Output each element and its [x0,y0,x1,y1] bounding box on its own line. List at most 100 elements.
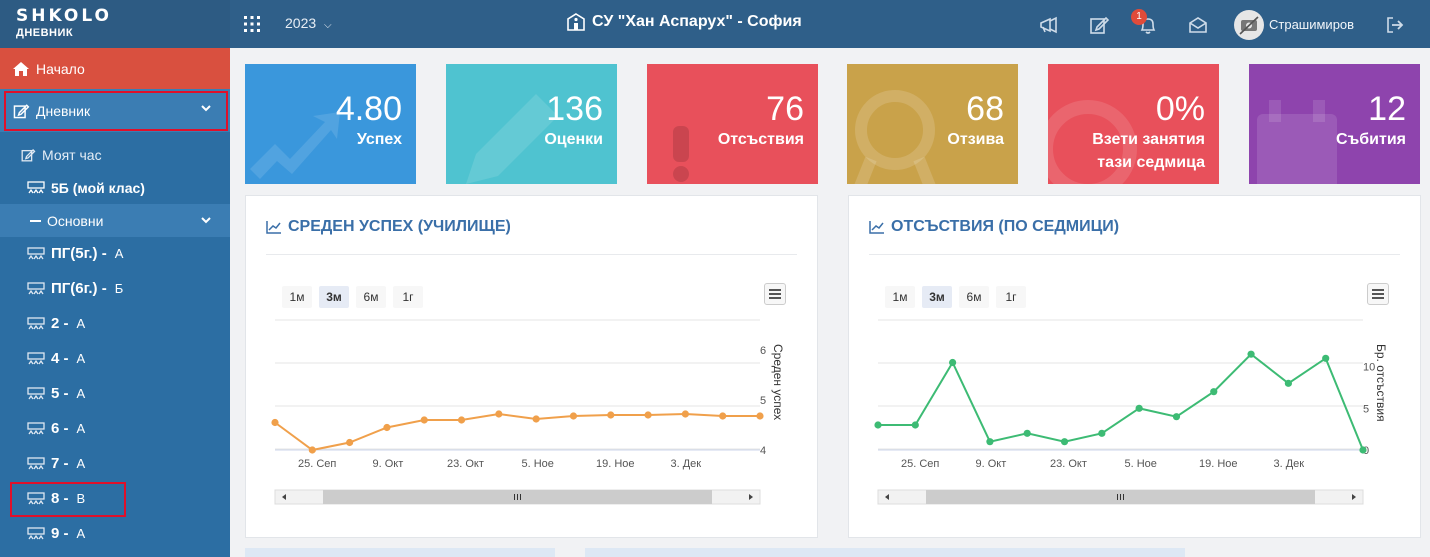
bottom-panel-edge [245,548,555,557]
card-value: 4.80 [336,90,402,129]
sidebar-section-main[interactable]: Основни [0,204,230,237]
zoom-button[interactable]: 1г [996,286,1026,308]
zoom-button[interactable]: 1м [282,286,312,308]
year-selector[interactable]: 2023 ⌵ [285,15,332,31]
logo[interactable]: SHKOLO [16,6,112,26]
marks-card[interactable]: 136 Оценки [446,64,617,184]
data-point[interactable] [912,421,919,428]
notification-badge[interactable]: 1 [1131,9,1147,25]
megaphone-icon[interactable] [1038,14,1060,36]
chart-menu-button[interactable] [764,283,786,305]
data-point[interactable] [533,415,540,422]
data-point[interactable] [874,421,881,428]
data-point[interactable] [421,416,428,423]
data-point[interactable] [1024,430,1031,437]
line-chart-icon [266,220,282,234]
logout-icon[interactable] [1384,14,1406,36]
zoom-button[interactable]: 6м [356,286,386,308]
x-tick-label: 23. Окт [1050,458,1087,470]
data-point[interactable] [682,410,689,417]
data-point[interactable] [644,411,651,418]
data-point[interactable] [1322,355,1329,362]
chart-menu-button[interactable] [1367,283,1389,305]
zoom-button[interactable]: 1г [393,286,423,308]
edit-icon[interactable] [1088,14,1110,36]
data-point[interactable] [383,424,390,431]
lessons-taken-card[interactable]: 0% Взети занятия тази седмица [1048,64,1219,184]
events-card[interactable]: 12 Събития [1249,64,1420,184]
sidebar-item-class[interactable]: 6 - А [0,412,230,445]
hamburger-icon [1368,284,1388,304]
data-point[interactable] [1061,438,1068,445]
minus-icon [30,220,41,222]
apps-grid-icon[interactable] [243,15,261,33]
sidebar-item-home[interactable]: Начало [0,48,230,89]
data-point[interactable] [719,412,726,419]
sidebar-item-my-class[interactable]: 5Б (мой клас) [0,171,230,204]
card-label-line: тази седмица [1097,154,1205,171]
username[interactable]: Страшимиров [1269,17,1354,32]
highlight-box-class-8 [10,482,126,517]
data-point[interactable] [570,412,577,419]
school-icon [566,13,586,31]
data-point[interactable] [1173,413,1180,420]
x-tick-label: 5. Ное [522,458,554,470]
sidebar-item-class[interactable]: 5 - А [0,377,230,410]
data-point[interactable] [986,438,993,445]
zoom-button[interactable]: 3м [922,286,952,308]
zoom-button[interactable]: 3м [319,286,349,308]
class-name: ПГ(5г.) - [51,245,107,262]
data-point[interactable] [1098,430,1105,437]
x-tick-label: 25. Сеп [298,458,336,470]
panel-title: СРЕДЕН УСПЕХ (УЧИЛИЩЕ) [266,218,511,236]
data-point[interactable] [1247,351,1254,358]
school-name: СУ "Хан Аспарух" - София [592,13,802,31]
zoom-button[interactable]: 6м [959,286,989,308]
classroom-icon [27,181,45,195]
zoom-button[interactable]: 1м [885,286,915,308]
data-point[interactable] [949,359,956,366]
sidebar: Начало Дневник Моят час 5Б (мой клас) Ос… [0,48,230,557]
card-label: Успех [357,128,402,151]
classroom-icon [27,457,45,471]
sidebar-item-class[interactable]: 7 - А [0,447,230,480]
sidebar-item-class[interactable]: ПГ(6г.) - Б [0,272,230,305]
data-point[interactable] [458,416,465,423]
class-letter: А [77,456,86,471]
data-point[interactable] [1285,380,1292,387]
sidebar-item-class[interactable]: 4 - А [0,342,230,375]
avatar[interactable] [1234,10,1264,40]
data-point[interactable] [495,410,502,417]
sidebar-item-class[interactable]: 9 - А [0,517,230,550]
class-letter: А [77,351,86,366]
x-tick-label: 3. Дек [1274,458,1305,470]
brand[interactable]: SHKOLO ДНЕВНИК [0,0,230,48]
sidebar-item-class[interactable]: ПГ(5г.) - А [0,237,230,270]
data-point[interactable] [271,419,278,426]
x-tick-label: 19. Ное [1199,458,1238,470]
sidebar-item-my-hour[interactable]: Моят час [0,138,230,171]
data-point[interactable] [309,446,316,453]
class-letter: А [77,421,86,436]
sidebar-item-label: Моят час [42,147,102,163]
y-tick-label: 4 [760,445,766,457]
data-point[interactable] [1359,446,1366,453]
data-point[interactable] [346,439,353,446]
year-value: 2023 [285,15,316,31]
data-point[interactable] [1210,388,1217,395]
classroom-icon [27,387,45,401]
edit-icon [20,147,36,163]
camera-off-icon [1234,10,1264,40]
absences-card[interactable]: 76 Отсъствия [647,64,818,184]
data-point[interactable] [1136,405,1143,412]
data-point[interactable] [607,411,614,418]
grade-card[interactable]: 4.80 Успех [245,64,416,184]
feedback-card[interactable]: 68 Отзива [847,64,1018,184]
data-point[interactable] [756,412,763,419]
sidebar-item-class[interactable]: 2 - А [0,307,230,340]
card-label: Събития [1336,128,1406,151]
class-name: 5 - [51,385,69,402]
envelope-icon[interactable] [1187,14,1209,36]
card-label: Отсъствия [718,128,804,151]
y-tick-label: 5 [760,395,766,407]
